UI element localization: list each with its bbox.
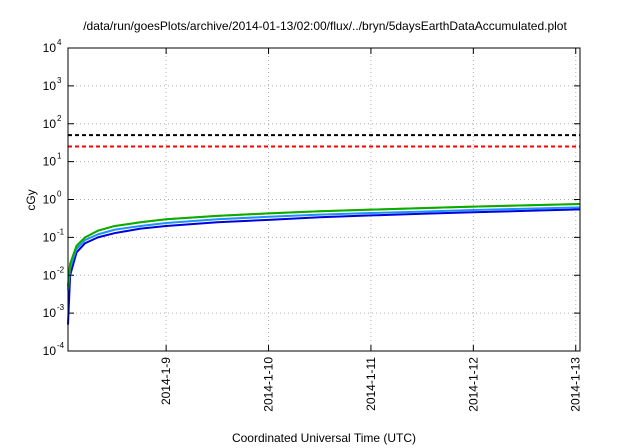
x-tick-label: 2014-1-13 xyxy=(569,357,583,412)
y-tick-exponent: 1 xyxy=(57,152,62,161)
y-axis-label: cGy xyxy=(24,189,38,210)
y-tick-exponent: -4 xyxy=(57,341,65,350)
y-tick-exponent: 3 xyxy=(57,76,62,85)
grid-layer xyxy=(68,48,580,351)
series-line xyxy=(67,203,581,287)
y-tick-label: 10 xyxy=(43,230,57,244)
y-tick-label: 10 xyxy=(43,155,57,169)
series-layer xyxy=(67,203,581,325)
y-tick-label: 10 xyxy=(43,79,57,93)
x-tick-label: 2014-1-11 xyxy=(364,357,378,411)
x-axis: 2014-1-9 2014-1-10 2014-1-11 2014-1-12 2014-… xyxy=(159,48,583,412)
series-line xyxy=(67,206,581,291)
y-tick-exponent: -2 xyxy=(57,265,65,274)
y-tick-label: 10 xyxy=(43,268,57,282)
x-axis-label: Coordinated Universal Time (UTC) xyxy=(232,431,416,445)
y-tick-exponent: 0 xyxy=(57,190,62,199)
x-tick-label: 2014-1-9 xyxy=(159,357,173,405)
y-tick-label: 10 xyxy=(43,344,57,358)
series-line xyxy=(67,208,581,325)
y-tick-label: 10 xyxy=(43,193,57,207)
x-tick-label: 2014-1-10 xyxy=(262,357,276,412)
y-tick-exponent: 4 xyxy=(57,38,62,47)
y-tick-exponent: -1 xyxy=(57,227,65,236)
chart-title: /data/run/goesPlots/archive/2014-01-13/0… xyxy=(83,19,567,33)
y-tick-exponent: -3 xyxy=(57,303,65,312)
y-tick-label: 10 xyxy=(43,41,57,55)
y-tick-label: 10 xyxy=(43,306,57,320)
y-tick-label: 10 xyxy=(43,117,57,131)
y-tick-exponent: 2 xyxy=(57,114,62,123)
reference-lines xyxy=(68,134,580,148)
x-tick-label: 2014-1-12 xyxy=(466,357,480,412)
